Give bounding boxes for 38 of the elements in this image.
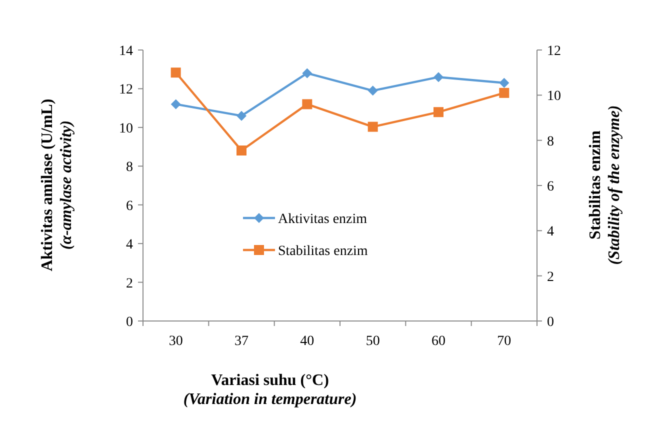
y2-tick-label: 8 bbox=[547, 134, 554, 150]
y2-tick-label: 12 bbox=[547, 44, 561, 59]
point bbox=[170, 99, 181, 110]
legend-label: Stabilitas enzim bbox=[278, 244, 368, 259]
x-tick-label: 60 bbox=[432, 334, 446, 349]
point bbox=[499, 78, 510, 88]
x-tick-label: 50 bbox=[366, 334, 380, 349]
y2-tick-label: 6 bbox=[547, 180, 554, 194]
y2-tick-label: 0 bbox=[547, 315, 554, 330]
y-tick-label: 2 bbox=[126, 276, 133, 292]
y2-tick-label: 10 bbox=[547, 89, 561, 104]
y-tick-label: 10 bbox=[119, 121, 133, 136]
y-tick-label: 0 bbox=[126, 315, 133, 330]
y-tick-label: 14 bbox=[119, 44, 133, 59]
legend-label: Aktivitas enzim bbox=[278, 212, 368, 227]
y2-axis-title: Stabilitas enzim (Stability of the enzyme) bbox=[587, 105, 623, 265]
y2-tick-label: 4 bbox=[547, 224, 554, 240]
point bbox=[236, 110, 246, 121]
point bbox=[434, 72, 444, 82]
x-tick-label: 70 bbox=[497, 334, 512, 349]
point bbox=[302, 68, 312, 78]
y-tick-label: 8 bbox=[126, 160, 133, 176]
y-tick-label: 6 bbox=[126, 198, 133, 214]
x-tick-label: 30 bbox=[168, 334, 183, 349]
point bbox=[170, 68, 181, 78]
point bbox=[434, 107, 444, 118]
x-tick-label: 40 bbox=[300, 334, 314, 349]
y-tick-label: 4 bbox=[126, 238, 133, 253]
point bbox=[499, 88, 510, 98]
point bbox=[302, 99, 312, 110]
y-axis-title: Aktivitas amilase (U/mL) (α-amylase activity) bbox=[39, 98, 75, 272]
x-tick-label: 37 bbox=[234, 334, 248, 349]
point bbox=[368, 122, 378, 132]
point bbox=[236, 145, 246, 156]
point bbox=[368, 86, 378, 96]
y-tick-label: 12 bbox=[119, 82, 133, 98]
y2-tick-label: 2 bbox=[547, 270, 554, 285]
x-axis-title: Variasi suhu (°C) (Variation in temperature) bbox=[183, 372, 357, 408]
